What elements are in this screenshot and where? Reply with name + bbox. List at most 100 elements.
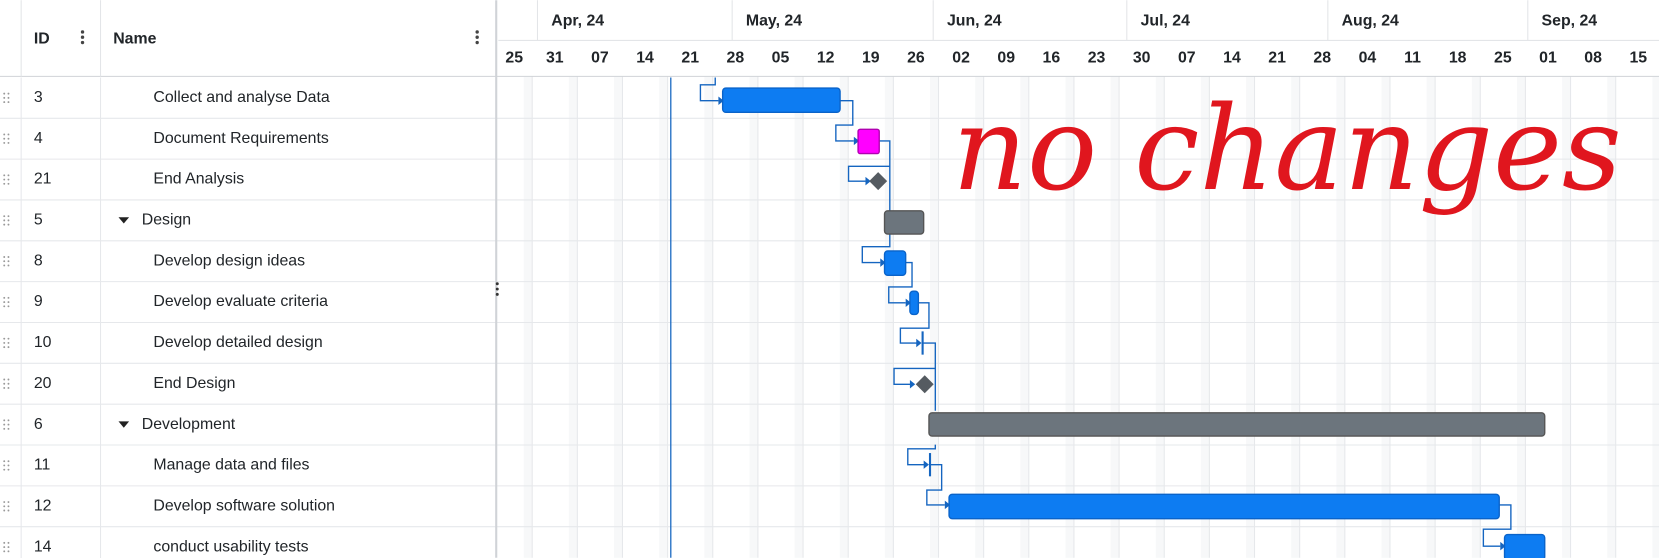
drag-dot [7, 137, 10, 140]
drag-dot [3, 256, 6, 258]
drag-dot [7, 223, 10, 226]
handwritten-note: no changes [952, 82, 1622, 217]
month-label: Aug, 24 [1342, 13, 1399, 30]
expander[interactable] [118, 217, 130, 224]
week-label: 05 [772, 50, 790, 67]
row-name: End Design [153, 375, 235, 392]
drag-dot [7, 96, 10, 99]
weekend-shade [749, 40, 758, 558]
row-name: conduct usability tests [153, 538, 308, 555]
drag-dot [3, 337, 6, 340]
drag-dot [7, 337, 10, 340]
weekend-shade [839, 40, 849, 558]
drag-dot [3, 301, 6, 304]
week-label: 25 [1494, 50, 1512, 67]
weekend-shade [1381, 40, 1390, 558]
week-label: 14 [636, 50, 654, 67]
drag-dot [7, 550, 10, 553]
drag-dot [3, 178, 6, 181]
task-rows: 3 Collect and analyse Data 4 Document Requi… [0, 77, 1659, 558]
drag-dot [7, 387, 10, 389]
drag-dot [7, 92, 10, 95]
weekend-shade [1516, 40, 1526, 558]
weekend-shade [614, 40, 623, 558]
splitter-handle[interactable] [495, 282, 499, 296]
week-label: 28 [727, 50, 745, 67]
month-label: Apr, 24 [551, 13, 604, 30]
week-label: 09 [997, 50, 1015, 67]
row-id: 14 [34, 538, 52, 555]
drag-dot [3, 92, 6, 95]
column-header[interactable]: ID [34, 31, 50, 48]
column-menu[interactable] [80, 30, 479, 45]
row-id: 3 [34, 89, 43, 106]
task-bars [699, 77, 1546, 558]
week-label: 07 [1178, 50, 1196, 67]
drag-dot [3, 174, 6, 177]
weekend-shade [1155, 40, 1165, 558]
week-label: 21 [681, 50, 699, 67]
weekend-shade [1652, 40, 1659, 558]
weekend-shade [794, 40, 804, 558]
drag-dot [3, 505, 6, 508]
drag-dot [3, 550, 6, 553]
drag-dot [7, 468, 10, 471]
week-label: 15 [1629, 50, 1647, 67]
drag-dot [3, 101, 6, 104]
week-label: 19 [862, 50, 880, 67]
drag-dot [7, 215, 10, 218]
row-id: 21 [34, 171, 52, 188]
week-label: 23 [1088, 50, 1106, 67]
connector [926, 463, 945, 506]
weekend-shade [1020, 40, 1029, 558]
drag-dot [3, 264, 6, 267]
weekend-shade [930, 40, 939, 558]
connector [893, 342, 936, 385]
drag-dot [3, 223, 6, 226]
row-name: Collect and analyse Data [153, 89, 329, 106]
row-id: 10 [34, 334, 52, 351]
drag-dot [7, 541, 10, 544]
weekend-shade [1200, 40, 1210, 558]
task-bar [883, 250, 907, 276]
connector [835, 100, 854, 142]
row-name: End Analysis [153, 171, 244, 188]
connector [899, 302, 930, 344]
expander[interactable] [118, 421, 130, 428]
drag-dot [3, 501, 6, 503]
summary-bar [883, 210, 925, 235]
drag-dot [3, 427, 6, 430]
drag-dot [3, 260, 6, 263]
drag-dot [7, 505, 10, 508]
row-id: 9 [34, 293, 43, 310]
row-id: 20 [34, 375, 52, 392]
drag-dot [3, 387, 6, 389]
drag-dot [7, 423, 10, 426]
drag-dot [7, 301, 10, 304]
week-label: 01 [1539, 50, 1557, 67]
drag-dot [3, 305, 6, 308]
connector [847, 140, 891, 182]
task-bar [909, 290, 920, 316]
drag-dot [7, 460, 10, 463]
row-name: Manage data and files [153, 457, 309, 474]
drag-dot [7, 509, 10, 512]
weekend-shade [659, 40, 668, 558]
drag-dot [7, 133, 10, 136]
week-label: 18 [1449, 50, 1467, 67]
drag-dot [7, 419, 10, 422]
row-name: Develop design ideas [153, 252, 305, 269]
column-header[interactable]: Name [113, 31, 156, 48]
week-label: 02 [952, 50, 970, 67]
weekend-shade [523, 40, 533, 558]
weekend-shade [704, 40, 713, 558]
weekend-shade [1246, 40, 1255, 558]
drag-dot [3, 423, 6, 426]
milestone [869, 172, 888, 191]
drag-dot [3, 96, 6, 99]
weekend-shade [568, 40, 578, 558]
drag-dot [3, 546, 6, 549]
drag-dot [3, 141, 6, 144]
drag-dot [3, 341, 6, 344]
